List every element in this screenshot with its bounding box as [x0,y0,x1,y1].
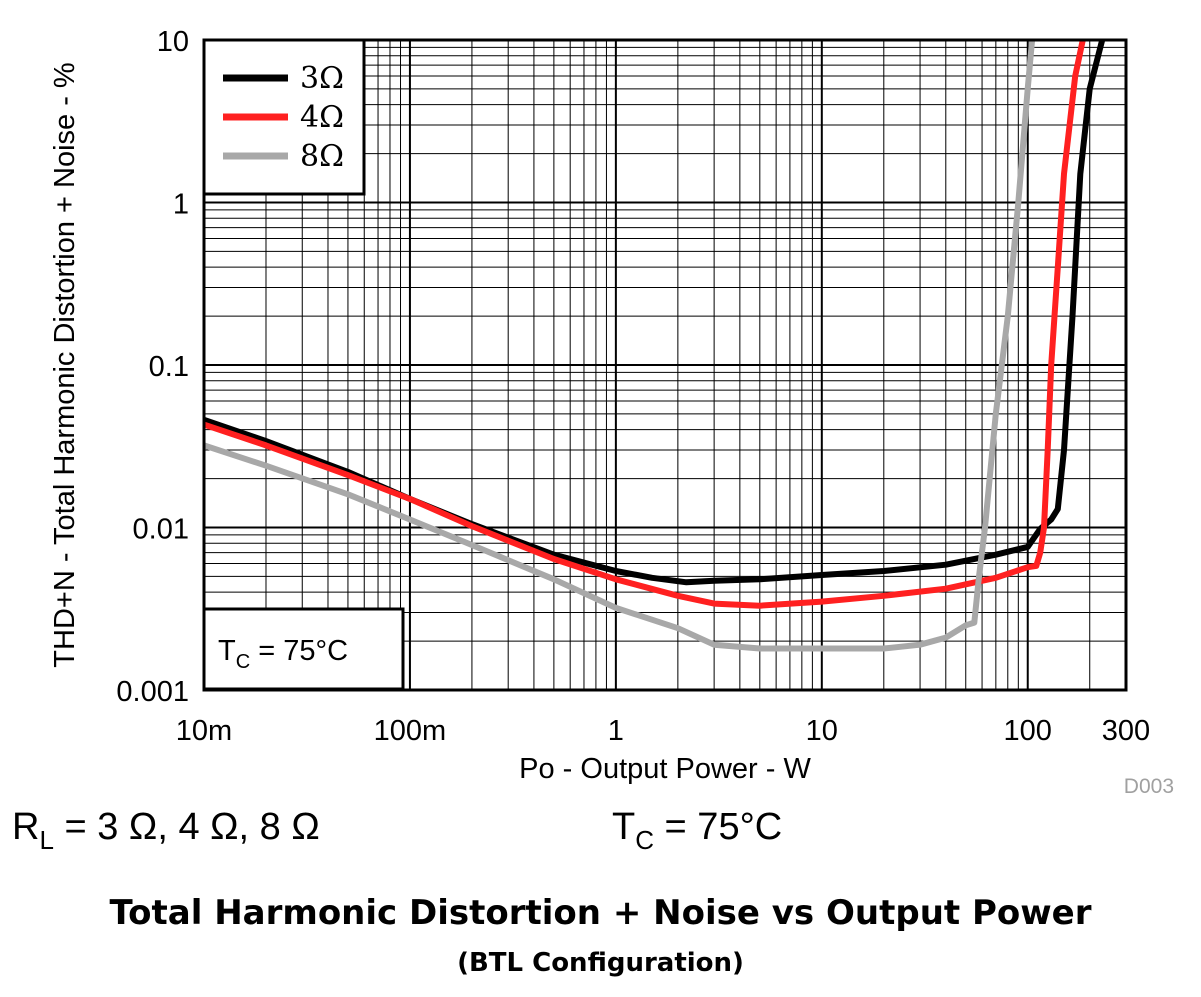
legend: 3Ω 4Ω 8Ω [202,38,366,196]
series-line-1 [204,40,1086,609]
figure-title: Total Harmonic Distortion + Noise vs Out… [109,893,1092,933]
legend-label-4ohm: 4Ω [300,100,344,135]
x-tick-label: 1 [608,715,624,747]
thd-chart: 3Ω 4Ω 8Ω TC = 75°C 10m 100m 1 10 100 300 0.00… [49,26,1174,798]
y-tick-labels: 0.001 0.01 0.1 1 10 [116,26,189,708]
x-axis-label: Po - Output Power - W [519,753,811,785]
legend-label-8ohm: 8Ω [300,139,344,174]
x-tick-label: 300 [1102,715,1150,747]
legend-label-3ohm: 3Ω [300,61,344,96]
x-tick-label: 100m [374,715,447,747]
y-tick-label: 0.01 [133,514,189,546]
inset-box [202,607,405,691]
plot-frame [202,38,1128,692]
load-resistance-condition: RL = 3 Ω, 4 Ω, 8 Ω [12,806,320,855]
figure-id: D003 [1124,775,1174,798]
x-tick-label: 10m [176,715,232,747]
temperature-inset: TC = 75°C [202,607,405,691]
series-layer [204,40,1106,652]
x-tick-labels: 10m 100m 1 10 100 300 [176,715,1150,747]
figure-subtitle: (BTL Configuration) [457,948,744,978]
y-tick-label: 0.1 [149,351,189,383]
case-temperature-condition: TC = 75°C [612,806,783,855]
y-axis-label: THD+N - Total Harmonic Distortion + Nois… [49,62,81,667]
y-tick-label: 1 [173,189,189,221]
x-tick-label: 100 [1004,715,1052,747]
inset-label: TC = 75°C [218,635,348,673]
major-grid [204,40,1126,690]
y-tick-label: 10 [157,26,189,58]
series-line-2 [204,40,1036,652]
y-tick-label: 0.001 [116,676,189,708]
x-tick-label: 10 [806,715,838,747]
